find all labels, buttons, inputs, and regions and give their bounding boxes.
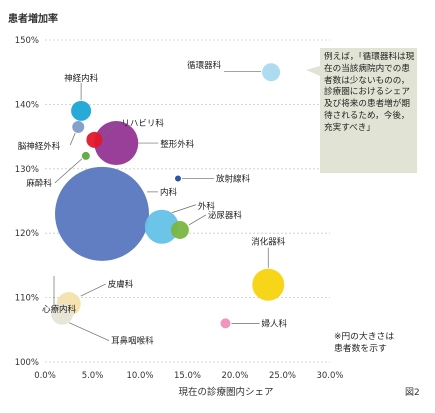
y-tick-label: 140% [15, 100, 39, 110]
bubble [51, 302, 74, 325]
bubble-label: 神経内科 [64, 73, 99, 84]
leader-line [69, 132, 76, 146]
x-tick-label: 5.0% [82, 371, 104, 381]
bubble-label: 婦人科 [262, 318, 288, 329]
figure-label: 図2 [405, 387, 420, 398]
bubble-label: 消化器科 [251, 237, 286, 248]
leader-line [54, 158, 83, 184]
x-tick-label: 15.0% [174, 371, 201, 381]
bubbles [51, 63, 285, 329]
bubble [94, 121, 139, 166]
x-tick-labels: 0.0% 5.0% 10.0% 15.0% 20.0% 25.0% 30.0% [34, 371, 343, 381]
bubble-label: 外科 [198, 201, 216, 212]
bubble-size-note: ※円の大きさは 患者数を示す [334, 332, 395, 354]
bubble-label: 整形外科 [160, 139, 195, 150]
bubble [170, 220, 189, 239]
leader-line [188, 214, 207, 226]
x-tick-label: 10.0% [126, 371, 153, 381]
bubble [81, 151, 90, 160]
bubble-label: 皮膚科 [108, 279, 134, 290]
annotation-callout: 例えば，「循環器科は現在の当該病院内での患者数は少ないものの，診療圏におけるシェ… [306, 48, 417, 173]
bubble [55, 166, 149, 261]
annotation-text: 例えば，「循環器科は現在の当該病院内での患者数は少ないものの，診療圏におけるシェ… [324, 52, 415, 133]
bubble-label: 耳鼻咽喉科 [111, 336, 154, 347]
y-tick-label: 100% [15, 358, 39, 368]
bubble [71, 100, 92, 121]
leader-lines [53, 71, 269, 342]
bubble [72, 120, 85, 133]
y-tick-label: 130% [15, 165, 39, 175]
bubble-label: 内科 [160, 187, 178, 198]
bubble [252, 268, 285, 301]
leader-line [80, 283, 106, 297]
y-tick-label: 150% [15, 36, 39, 46]
x-axis-label: 現在の診療圏内シェア [178, 386, 273, 398]
bubble-label: 放射線科 [216, 173, 251, 184]
x-tick-label: 25.0% [269, 371, 296, 381]
y-tick-label: 110% [15, 294, 39, 304]
leader-line [171, 204, 196, 214]
bubble-label: 心療内科 [42, 304, 77, 315]
bubble [262, 63, 281, 82]
bubble-label: リハビリ科 [121, 118, 164, 129]
bubble-label: 循環器科 [187, 60, 222, 71]
bubble [86, 131, 103, 148]
bubble [175, 175, 181, 182]
leader-line [68, 322, 110, 342]
y-tick-labels: 100% 110% 120% 130% 140% 150% [15, 36, 39, 368]
x-tick-label: 0.0% [34, 371, 56, 381]
bubble-label: 脳神経外科 [18, 141, 61, 152]
x-tick-label: 20.0% [221, 371, 248, 381]
y-axis-label: 患者増加率 [8, 12, 58, 25]
bubble-label: 麻酔科 [26, 178, 52, 189]
bubble [220, 318, 231, 329]
bubble-label: 泌尿器科 [208, 210, 243, 221]
grid [45, 39, 330, 363]
bubble [144, 209, 179, 244]
y-tick-label: 120% [15, 229, 39, 239]
x-tick-label: 30.0% [316, 371, 343, 381]
leader-line [102, 122, 119, 138]
